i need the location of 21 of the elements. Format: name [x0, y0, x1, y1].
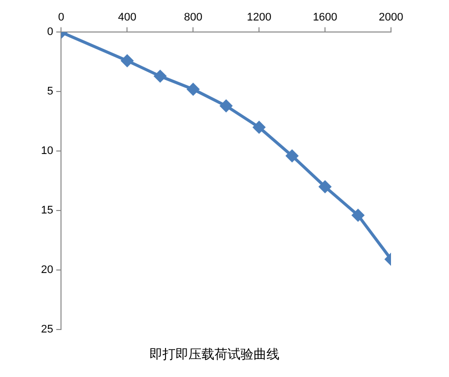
x-tick-label: 2000: [378, 12, 404, 24]
y-tick-label: 5: [47, 86, 54, 98]
point: [187, 83, 200, 96]
x-tick-label: 0: [58, 12, 64, 24]
x-tick-label: 1600: [312, 12, 338, 24]
point: [319, 180, 332, 193]
y-tick-label: 10: [40, 145, 54, 158]
y-tick-label: 15: [40, 204, 54, 217]
x-tick-label: 400: [118, 12, 136, 24]
y-tick-label: 0: [47, 26, 54, 38]
y-tick-label: 25: [40, 323, 54, 336]
x-tick-label: 800: [184, 12, 202, 24]
point: [121, 54, 134, 67]
y-tick-label: 20: [40, 264, 54, 276]
point: [352, 209, 364, 222]
point: [286, 150, 298, 162]
text: 即打即压载荷试验曲线: [150, 348, 280, 363]
x-tick-label: 1200: [246, 12, 272, 24]
point: [154, 70, 166, 82]
point: [220, 100, 232, 112]
point: [253, 121, 266, 134]
